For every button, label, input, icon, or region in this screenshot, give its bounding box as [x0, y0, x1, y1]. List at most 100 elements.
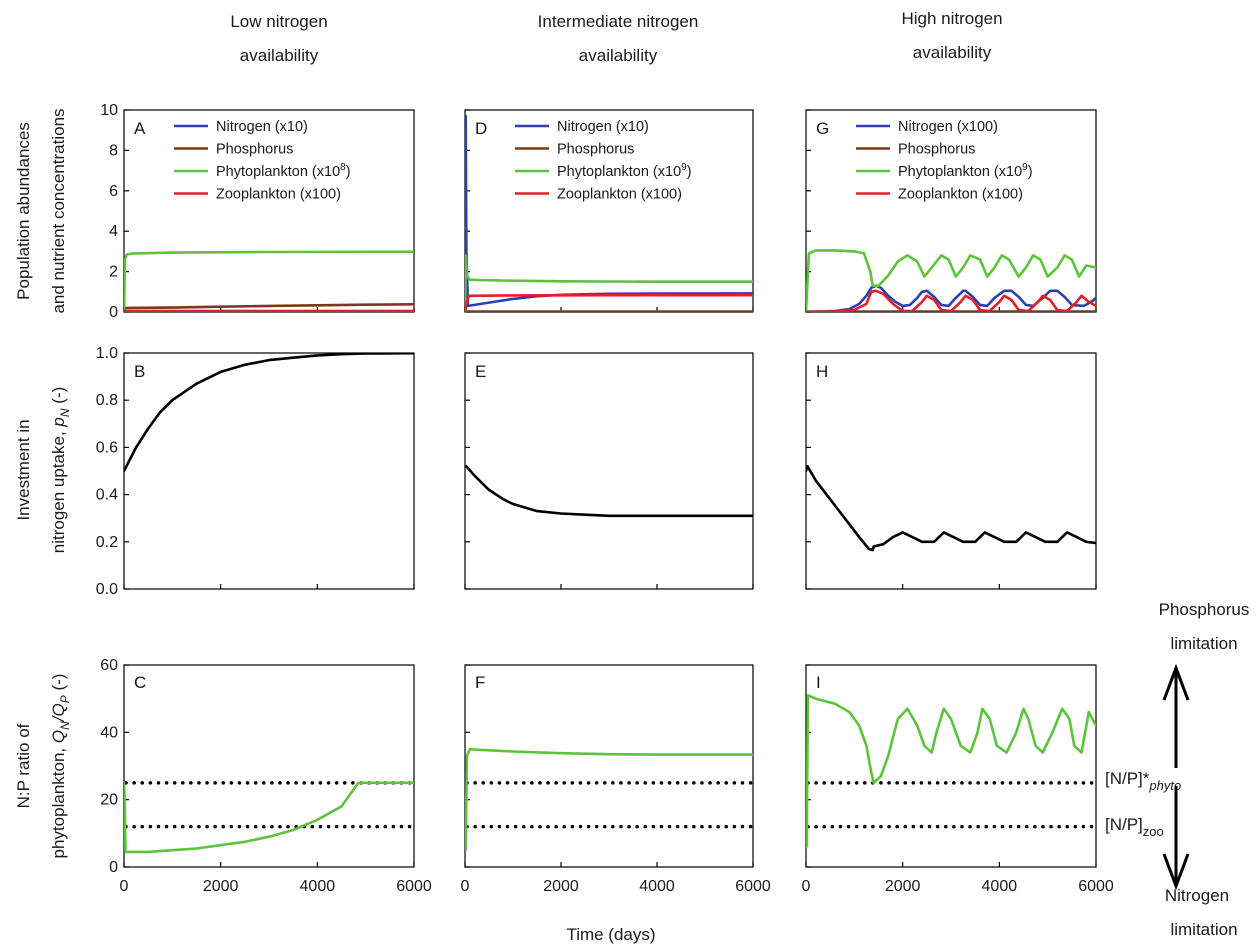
xlabel-time: Time (days) [566, 925, 655, 944]
panel-g-legend-label-phytoplankton: Phytoplankton (x109) [898, 162, 1033, 180]
panel-i-xtick-label: 2000 [885, 878, 921, 895]
panel-i-frame [805, 664, 1097, 868]
panel-a-ytick-label: 6 [109, 183, 118, 200]
panel-b-letter: B [134, 362, 145, 381]
panel-e-series-group [465, 464, 753, 518]
panel-h-series-group [806, 464, 1096, 552]
panel-g-letter: G [816, 119, 829, 138]
panel-b-ytick-label: 0.8 [96, 392, 118, 409]
panel-h-letter: H [816, 362, 828, 381]
ylabel-mid-line2: nitrogen uptake, pN (-) [49, 387, 72, 554]
panel-b-ytick-label: 0.4 [96, 487, 118, 504]
panel-c-series-phytoplankton [124, 781, 414, 854]
ylabel-top-line1: Population abundances [14, 122, 33, 300]
panel-f-frame [464, 664, 754, 868]
panel-f-xtick-label: 0 [461, 878, 470, 895]
panel-b-frame [123, 352, 415, 590]
panel-g: G Nitrogen (x100) Phosphorus Phytoplankton … [805, 109, 1097, 313]
panel-a-legend-label-nitrogen: Nitrogen (x10) [216, 119, 308, 135]
panel-e: E [464, 352, 754, 590]
panel-a-legend-label-phytoplankton: Phytoplankton (x108) [216, 162, 351, 180]
panel-c-ytick-label: 0 [109, 859, 118, 876]
panel-d-series-zooplankton [465, 293, 753, 312]
panel-a-ytick-label: 10 [100, 102, 118, 119]
panel-c: 0 20 40 60 0 2000 4000 6000 C [100, 657, 432, 895]
panel-i: 0 2000 4000 6000 I [802, 664, 1114, 895]
panel-g-series-phytoplankton [806, 249, 1096, 312]
panel-b-ytick-label: 0.2 [96, 534, 118, 551]
panel-b-ytick-label: 0.6 [96, 439, 118, 456]
panel-b-ytick-label: 0.0 [96, 581, 118, 598]
panel-i-series-group [806, 693, 1096, 849]
panel-a-series-group [124, 250, 414, 312]
arrow-down-icon [1162, 786, 1190, 891]
panel-a-ytick-label: 0 [109, 304, 118, 321]
panel-c-ytick-label: 40 [100, 724, 118, 741]
panel-a-ytick-label: 2 [109, 264, 118, 281]
nitrogen-limitation-line1: Nitrogen [1165, 886, 1229, 905]
panel-d-series-nitrogen [465, 114, 753, 308]
panel-a-legend-label-phosphorus: Phosphorus [216, 142, 293, 158]
panel-e-series-investment [465, 464, 753, 518]
panel-a-series-phytoplankton [124, 250, 414, 312]
nitrogen-limitation-line2: limitation [1170, 920, 1237, 939]
panel-c-letter: C [134, 673, 146, 692]
panel-g-frame [805, 109, 1097, 313]
panel-d-series-group [465, 114, 753, 312]
panel-g-series-group [806, 249, 1096, 312]
panel-f-xtick-label: 4000 [639, 878, 675, 895]
panel-c-xtick-label: 4000 [300, 878, 336, 895]
panel-a-ytick-label: 8 [109, 142, 118, 159]
panel-c-ytick-label: 20 [100, 792, 118, 809]
column-title-high: High nitrogen [901, 9, 1002, 28]
panel-g-legend-label-nitrogen: Nitrogen (x100) [898, 119, 998, 135]
panel-h-frame [805, 352, 1097, 590]
ylabel-bot-line1: N:P ratio of [14, 723, 33, 808]
panel-d-legend-label-nitrogen: Nitrogen (x10) [557, 119, 649, 135]
panel-d-legend-label-phosphorus: Phosphorus [557, 142, 634, 158]
panel-h-series-investment [806, 464, 1096, 552]
panel-h: H [805, 352, 1097, 590]
panel-b: 0.0 0.2 0.4 0.6 0.8 1.0 B [96, 345, 415, 598]
column-subtitle-intermediate: availability [579, 46, 658, 65]
panel-g-legend-label-zooplankton: Zooplankton (x100) [898, 187, 1023, 203]
column-subtitle-low: availability [240, 46, 319, 65]
panel-c-series-group [124, 781, 414, 854]
arrow-up-icon [1162, 663, 1190, 768]
ylabel-bot-line2: phytoplankton, QN/QP (-) [49, 674, 72, 859]
panel-i-letter: I [816, 673, 821, 692]
panel-i-series-phytoplankton [806, 693, 1096, 849]
panel-a: 0 2 4 6 8 10 A Nitrogen (x10) Phosphorus Phytopla… [100, 102, 415, 321]
column-title-low: Low nitrogen [230, 12, 327, 31]
panel-d-legend-label-phytoplankton: Phytoplankton (x109) [557, 162, 692, 180]
panel-i-xtick-label: 4000 [982, 878, 1018, 895]
zoo-threshold-label: [N/P]zoo [1105, 815, 1164, 839]
phyto-threshold-label: [N/P]*phyto [1105, 769, 1181, 793]
panel-f-xtick-label: 6000 [735, 878, 771, 895]
panel-d-letter: D [475, 119, 487, 138]
ylabel-top-line2: and nutrient concentrations [49, 108, 68, 313]
panel-b-series-group [124, 353, 414, 473]
phosphorus-limitation-line1: Phosphorus [1159, 600, 1250, 619]
phosphorus-limitation-line2: limitation [1170, 634, 1237, 653]
panel-a-letter: A [134, 119, 146, 138]
panel-a-legend-label-zooplankton: Zooplankton (x100) [216, 187, 341, 203]
panel-a-frame [123, 109, 415, 313]
panel-c-xtick-label: 6000 [396, 878, 432, 895]
panel-c-xtick-label: 0 [120, 878, 129, 895]
panel-e-frame [464, 352, 754, 590]
panel-b-series-investment [124, 353, 414, 473]
panel-a-ytick-label: 4 [109, 223, 118, 240]
ylabel-mid-line1: Investment in [14, 419, 33, 520]
panel-c-ytick-label: 60 [100, 657, 118, 674]
column-title-intermediate: Intermediate nitrogen [538, 12, 699, 31]
panel-g-series-zooplankton [806, 289, 1096, 312]
panel-f-xtick-label: 2000 [543, 878, 579, 895]
panel-f: 0 2000 4000 6000 F [461, 664, 771, 895]
panel-d-legend-label-zooplankton: Zooplankton (x100) [557, 187, 682, 203]
panel-f-series-group [465, 747, 753, 852]
panel-a-series-phosphorus [124, 302, 414, 310]
column-subtitle-high: availability [913, 43, 992, 62]
panel-f-letter: F [475, 673, 485, 692]
